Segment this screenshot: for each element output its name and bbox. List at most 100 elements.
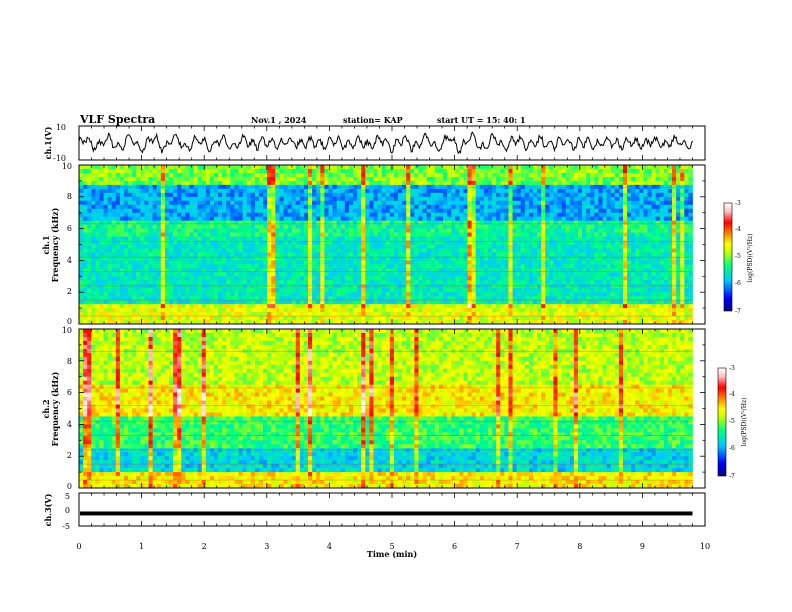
heatmap-cell [483, 220, 489, 226]
heatmap-cell [295, 236, 301, 241]
heatmap-cell [410, 172, 415, 178]
heatmap-cell [152, 196, 158, 202]
heatmap-cell [573, 200, 579, 206]
heatmap-cell [373, 288, 378, 293]
heatmap-cell [312, 204, 317, 210]
heatmap-cell [173, 196, 178, 202]
heatmap-cell [369, 284, 374, 289]
heatmap-cell [267, 244, 272, 249]
heatmap-cell [275, 228, 280, 233]
heatmap-cell [218, 196, 223, 202]
heatmap-cell [267, 180, 272, 186]
heatmap-cell [483, 256, 489, 261]
heatmap-cell [254, 240, 260, 245]
heatmap-cell [602, 172, 607, 178]
heatmap-cell [213, 204, 219, 210]
heatmap-cell [684, 176, 689, 182]
heatmap-cell [659, 204, 665, 210]
heatmap-cell [283, 180, 288, 186]
heatmap-cell [577, 224, 583, 230]
heatmap-cell [434, 256, 440, 261]
heatmap-cell [295, 272, 301, 277]
heatmap-cell [226, 276, 231, 281]
heatmap-cell [357, 228, 362, 233]
heatmap-cell [173, 232, 178, 237]
heatmap-cell [83, 284, 88, 289]
heatmap-cell [639, 200, 644, 206]
heatmap-cell [111, 165, 117, 170]
heatmap-cell [361, 212, 366, 218]
heatmap-cell [242, 204, 248, 210]
heatmap-cell [627, 284, 632, 289]
heatmap-cell [398, 168, 403, 174]
heatmap-cell [152, 212, 158, 218]
heatmap-cell [426, 228, 432, 233]
heatmap-cell [680, 165, 685, 170]
heatmap-cell [500, 268, 505, 273]
heatmap-cell [651, 212, 657, 218]
heatmap-cell [594, 196, 599, 202]
heatmap-cell [201, 232, 207, 237]
heatmap-cell [667, 240, 673, 245]
heatmap-cell [353, 224, 358, 230]
heatmap-cell [234, 276, 239, 281]
heatmap-cell [471, 260, 477, 265]
heatmap-cell [385, 232, 391, 237]
heatmap-cell [230, 184, 235, 190]
heatmap-cell [197, 224, 203, 230]
heatmap-cell [569, 220, 575, 226]
heatmap-cell [594, 236, 599, 241]
heatmap-cell [577, 212, 583, 218]
heatmap-cell [353, 204, 358, 210]
heatmap-cell [344, 165, 350, 170]
heatmap-cell [312, 216, 317, 222]
heatmap-cell [140, 260, 145, 265]
heatmap-cell [275, 176, 280, 182]
heatmap-cell [557, 256, 562, 261]
heatmap-cell [218, 216, 223, 222]
heatmap-cell [443, 248, 448, 253]
heatmap-cell [205, 220, 211, 226]
heatmap-cell [103, 276, 109, 281]
heatmap-cell [414, 272, 419, 277]
heatmap-cell [226, 228, 231, 233]
heatmap-cell [479, 268, 485, 273]
heatmap-cell [663, 212, 669, 218]
heatmap-cell [140, 284, 145, 289]
heatmap-cell [422, 224, 428, 230]
heatmap-cell [193, 216, 199, 222]
heatmap-cell [680, 252, 685, 257]
heatmap-cell [647, 244, 652, 249]
heatmap-cell [561, 280, 567, 285]
heatmap-cell [385, 292, 391, 297]
heatmap-cell [516, 256, 522, 261]
heatmap-cell [496, 288, 501, 293]
heatmap-cell [684, 268, 689, 273]
heatmap-cell [193, 176, 199, 182]
heatmap-cell [635, 188, 640, 194]
heatmap-cell [246, 244, 252, 249]
heatmap-cell [353, 212, 358, 218]
heatmap-cell [132, 168, 137, 174]
heatmap-cell [434, 288, 440, 293]
heatmap-cell [123, 252, 129, 257]
heatmap-cell [128, 212, 133, 218]
heatmap-cell [336, 244, 342, 249]
heatmap-cell [688, 188, 693, 194]
heatmap-cell [622, 224, 628, 230]
heatmap-cell [332, 168, 338, 174]
heatmap-cell [123, 244, 129, 249]
heatmap-cell [308, 292, 313, 297]
heatmap-cell [598, 216, 603, 222]
heatmap-cell [684, 260, 689, 265]
heatmap-cell [373, 184, 378, 190]
heatmap-cell [385, 284, 391, 289]
heatmap-cell [291, 268, 297, 273]
heatmap-cell [209, 276, 215, 281]
heatmap-cell [181, 180, 186, 186]
heatmap-cell [406, 276, 411, 281]
heatmap-cell [250, 192, 256, 198]
heatmap-cell [667, 232, 673, 237]
heatmap-cell [132, 196, 137, 202]
heatmap-cell [348, 280, 354, 285]
